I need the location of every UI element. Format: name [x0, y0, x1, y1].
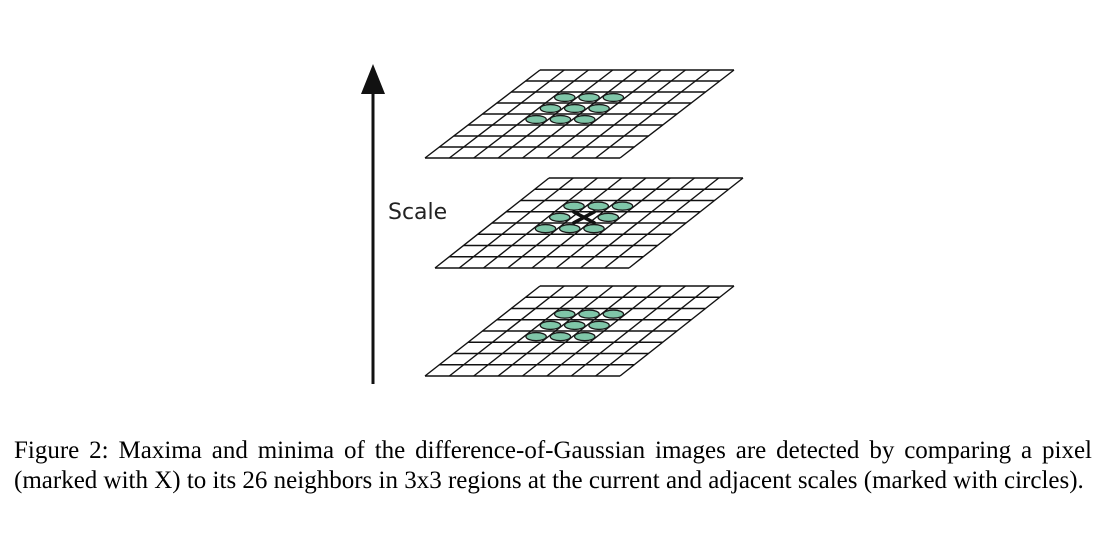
neighbor-circle: [539, 103, 562, 114]
neighbor-circle: [525, 114, 547, 125]
neighbor-circle: [611, 201, 634, 211]
layer-upper-scale: [424, 69, 735, 159]
neighbor-circle: [602, 309, 625, 319]
neighbor-circle: [549, 331, 572, 342]
grid-col-line: [619, 69, 735, 159]
neighbor-circle: [578, 92, 600, 103]
dog-extrema-diagram: Scale: [361, 64, 744, 384]
neighbor-circle: [548, 212, 571, 223]
neighbor-circle: [539, 320, 562, 331]
neighbor-circle: [534, 223, 557, 234]
neighbor-circle: [583, 223, 605, 234]
neighbor-circle: [573, 331, 596, 342]
grid-col-line: [595, 285, 711, 377]
layer-lower-scale: [424, 285, 735, 377]
neighbor-circle: [563, 201, 585, 211]
scale-layers: [424, 69, 744, 377]
grid-col-line: [619, 285, 735, 377]
scale-axis-label: Scale: [388, 200, 447, 225]
neighbor-circle: [553, 309, 576, 319]
layer-current-scale: [434, 177, 744, 269]
grid-col-line: [522, 285, 638, 377]
grid-col-line: [570, 69, 686, 159]
grid-col-line: [522, 69, 638, 159]
grid-col-line: [604, 177, 720, 269]
sample-x-mark: [572, 210, 596, 225]
neighbor-circle: [525, 331, 547, 342]
neighbor-circle: [602, 92, 625, 103]
grid-col-line: [580, 177, 695, 269]
grid-col-line: [555, 177, 671, 269]
grid-col-line: [531, 177, 647, 269]
grid-col-line: [546, 285, 662, 377]
neighbor-circle: [558, 223, 581, 234]
neighbor-circle: [588, 320, 610, 331]
neighbor-circle: [563, 320, 586, 331]
neighbor-circle: [563, 103, 586, 114]
neighbor-circle: [588, 103, 610, 114]
neighbor-circle: [553, 92, 576, 103]
neighbor-circle: [597, 212, 620, 223]
neighbor-circle: [549, 114, 572, 125]
figure-caption: Figure 2: Maxima and minima of the diffe…: [14, 437, 1092, 494]
grid-col-line: [628, 177, 744, 269]
neighbor-circle: [578, 309, 600, 319]
grid-col-line: [570, 285, 686, 377]
grid-col-line: [546, 69, 662, 159]
scale-axis: [361, 64, 385, 384]
scale-axis-arrowhead: [361, 64, 385, 94]
neighbor-circle: [573, 114, 596, 125]
neighbor-circle: [587, 201, 610, 211]
grid-col-line: [595, 69, 711, 159]
